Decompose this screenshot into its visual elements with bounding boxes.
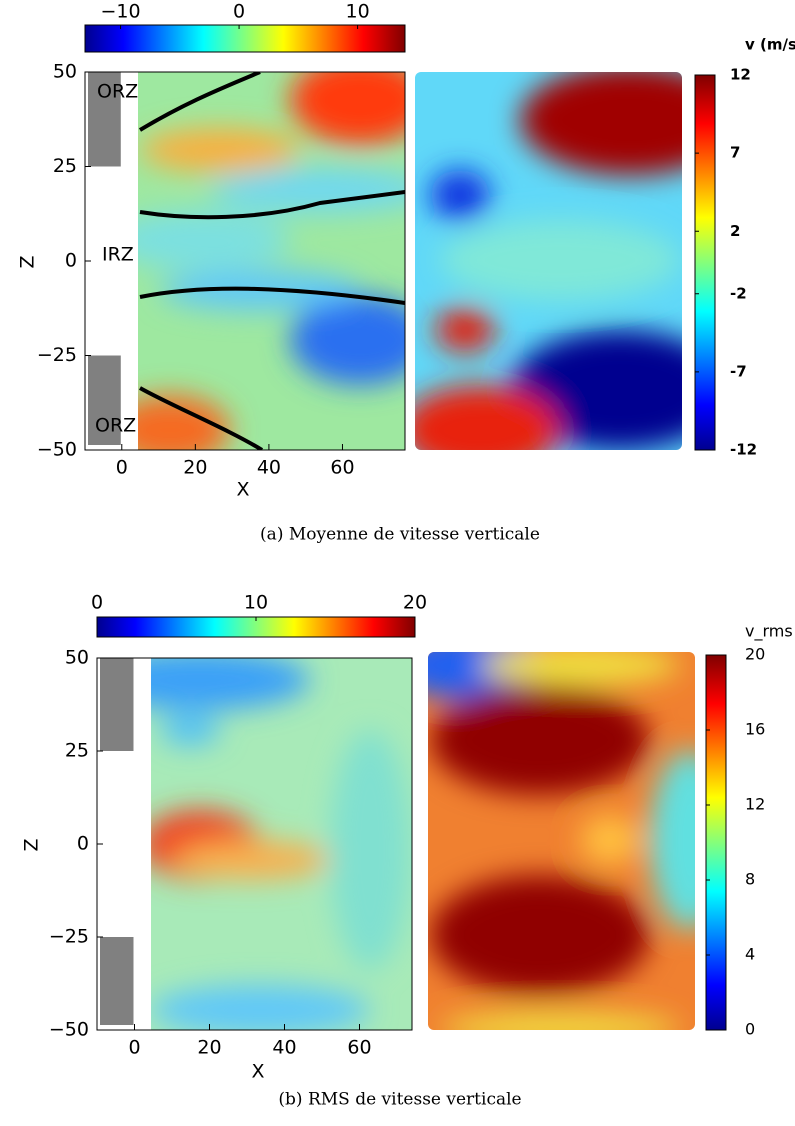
colorbar-tick-label: 12 <box>745 795 765 814</box>
heatmap-image <box>138 72 405 450</box>
annotation: ORZ <box>95 415 136 437</box>
x-tick-label: 20 <box>183 457 207 479</box>
colorbar-tick-label: -2 <box>730 284 747 302</box>
colorbar-tick-label: 8 <box>745 870 755 889</box>
y-axis-label: Z <box>17 255 39 268</box>
colorbar-tick-label: 0 <box>745 1020 755 1039</box>
x-tick-label: 60 <box>330 457 354 479</box>
colorbar-tick-label: 16 <box>745 720 765 739</box>
colorbar <box>705 654 727 1031</box>
x-axis-label: X <box>251 1061 264 1083</box>
x-tick-label: 40 <box>272 1037 296 1059</box>
colorbar-tick-label: 10 <box>345 1 369 23</box>
colorbar-tick-label: 4 <box>745 945 755 964</box>
caption: (a) Moyenne de vitesse verticale <box>260 525 540 545</box>
y-tick-label: 25 <box>53 155 77 177</box>
y-tick-label: 0 <box>77 833 89 855</box>
colorbar-tick-label: 20 <box>745 645 765 664</box>
annotation: ORZ <box>97 81 138 103</box>
colorbar <box>84 24 406 53</box>
colorbar-tick-label: -7 <box>730 362 747 380</box>
inlet-wall <box>88 72 121 167</box>
colorbar-tick-label: 0 <box>233 1 245 23</box>
heatmap-image <box>428 652 695 1030</box>
y-tick-label: 25 <box>65 740 89 762</box>
y-axis-label: Z <box>21 838 43 851</box>
x-tick-label: 0 <box>128 1037 140 1059</box>
y-tick-label: 50 <box>65 647 89 669</box>
x-tick-label: 0 <box>116 457 128 479</box>
colorbar-tick-label: -12 <box>730 441 757 459</box>
inlet-wall <box>100 937 134 1025</box>
caption: (b) RMS de vitesse verticale <box>278 1090 521 1110</box>
colorbar-tick-label: 12 <box>730 66 751 84</box>
x-tick-label: 40 <box>257 457 281 479</box>
colorbar <box>694 74 716 451</box>
y-tick-label: −25 <box>49 926 89 948</box>
colorbar-tick-label: 2 <box>730 222 740 240</box>
y-tick-label: 0 <box>65 250 77 272</box>
colorbar-tick-label: 0 <box>91 592 103 614</box>
x-tick-label: 60 <box>347 1037 371 1059</box>
colorbar-label: v (m/s) <box>745 36 795 54</box>
heatmap-image <box>415 72 682 450</box>
annotation: IRZ <box>102 244 134 266</box>
y-tick-label: −50 <box>49 1019 89 1041</box>
inlet-wall <box>100 658 134 751</box>
x-axis-label: X <box>236 479 249 501</box>
inlet-wall <box>88 355 121 445</box>
colorbar-tick-label: 10 <box>244 592 268 614</box>
y-tick-label: −25 <box>37 344 77 366</box>
x-tick-label: 20 <box>197 1037 221 1059</box>
heatmap-image <box>151 658 412 1030</box>
colorbar-label: v_rms <box>745 622 793 642</box>
colorbar-tick-label: 7 <box>730 144 740 162</box>
colorbar-tick-label: −10 <box>101 1 141 23</box>
colorbar-tick-label: 20 <box>403 592 427 614</box>
y-tick-label: −50 <box>37 439 77 461</box>
y-tick-label: 50 <box>53 61 77 83</box>
